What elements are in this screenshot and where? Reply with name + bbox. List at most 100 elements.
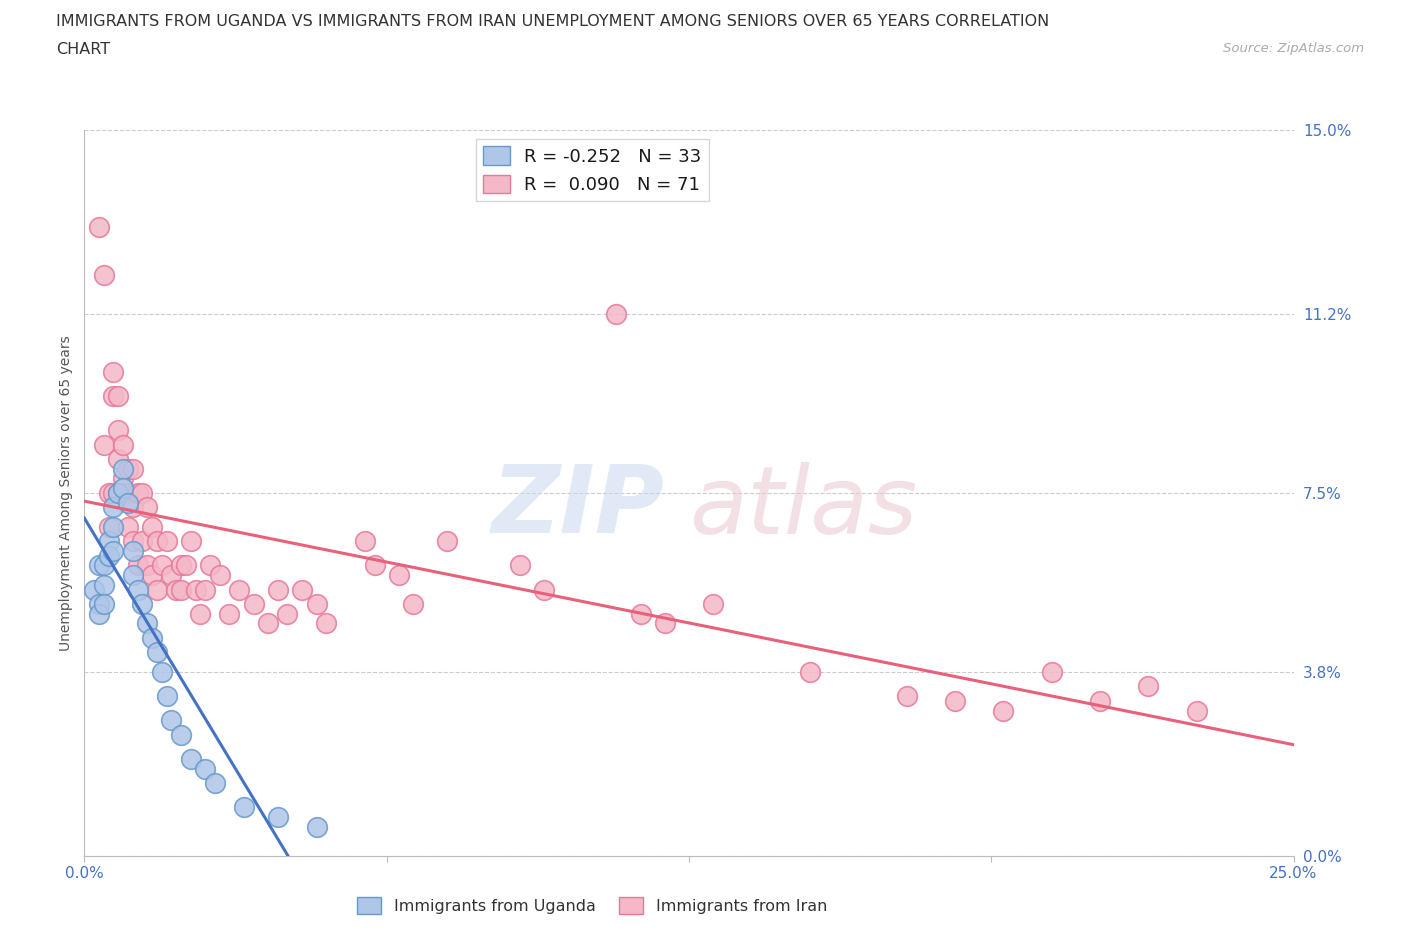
Text: ZIP: ZIP — [492, 461, 665, 553]
Point — [107, 452, 129, 467]
Point — [943, 694, 966, 709]
Point — [87, 558, 110, 573]
Point — [103, 519, 125, 534]
Point — [103, 365, 125, 379]
Point — [112, 461, 135, 476]
Point — [112, 481, 135, 496]
Point — [198, 558, 221, 573]
Point — [112, 471, 135, 485]
Text: Source: ZipAtlas.com: Source: ZipAtlas.com — [1223, 42, 1364, 55]
Point — [136, 500, 159, 515]
Point — [136, 616, 159, 631]
Point — [117, 485, 139, 500]
Point — [174, 558, 197, 573]
Text: IMMIGRANTS FROM UGANDA VS IMMIGRANTS FROM IRAN UNEMPLOYMENT AMONG SENIORS OVER 6: IMMIGRANTS FROM UGANDA VS IMMIGRANTS FRO… — [56, 14, 1049, 29]
Point — [97, 534, 120, 549]
Point — [799, 664, 821, 679]
Point — [87, 606, 110, 621]
Point — [121, 461, 143, 476]
Point — [305, 597, 328, 612]
Point — [103, 485, 125, 500]
Point — [150, 664, 173, 679]
Point — [160, 712, 183, 727]
Text: atlas: atlas — [689, 462, 917, 553]
Point — [233, 800, 256, 815]
Point — [87, 597, 110, 612]
Point — [208, 567, 231, 582]
Point — [218, 606, 240, 621]
Point — [228, 582, 250, 597]
Point — [315, 616, 337, 631]
Point — [155, 688, 177, 703]
Point — [131, 597, 153, 612]
Point — [103, 500, 125, 515]
Point — [363, 558, 385, 573]
Point — [388, 567, 411, 582]
Point — [276, 606, 298, 621]
Point — [141, 519, 163, 534]
Point — [896, 688, 918, 703]
Point — [180, 751, 202, 766]
Point — [141, 631, 163, 645]
Point — [127, 582, 149, 597]
Point — [121, 500, 143, 515]
Point — [97, 519, 120, 534]
Point — [103, 389, 125, 404]
Point — [121, 534, 143, 549]
Point — [170, 727, 193, 742]
Point — [117, 519, 139, 534]
Point — [97, 549, 120, 564]
Point — [1185, 703, 1208, 718]
Point — [509, 558, 531, 573]
Point — [160, 567, 183, 582]
Point — [117, 461, 139, 476]
Point — [702, 597, 724, 612]
Point — [1088, 694, 1111, 709]
Point — [93, 558, 115, 573]
Point — [267, 809, 290, 824]
Point — [107, 485, 129, 500]
Point — [93, 578, 115, 592]
Point — [127, 485, 149, 500]
Point — [107, 389, 129, 404]
Point — [107, 485, 129, 500]
Point — [93, 437, 115, 452]
Point — [121, 543, 143, 558]
Point — [1137, 679, 1160, 694]
Point — [127, 558, 149, 573]
Point — [117, 495, 139, 510]
Point — [170, 582, 193, 597]
Point — [305, 819, 328, 834]
Point — [112, 437, 135, 452]
Point — [146, 534, 169, 549]
Text: CHART: CHART — [56, 42, 110, 57]
Point — [242, 597, 264, 612]
Point — [190, 606, 212, 621]
Point — [107, 422, 129, 437]
Point — [436, 534, 458, 549]
Point — [291, 582, 314, 597]
Point — [194, 582, 217, 597]
Point — [354, 534, 377, 549]
Point — [131, 534, 153, 549]
Legend: Immigrants from Uganda, Immigrants from Iran: Immigrants from Uganda, Immigrants from … — [350, 891, 834, 920]
Point — [267, 582, 290, 597]
Point — [155, 534, 177, 549]
Y-axis label: Unemployment Among Seniors over 65 years: Unemployment Among Seniors over 65 years — [59, 335, 73, 651]
Point — [402, 597, 425, 612]
Point — [83, 582, 105, 597]
Point — [141, 567, 163, 582]
Point — [630, 606, 652, 621]
Point — [533, 582, 555, 597]
Point — [131, 485, 153, 500]
Point — [993, 703, 1015, 718]
Point — [136, 558, 159, 573]
Point — [654, 616, 676, 631]
Point — [204, 776, 226, 790]
Point — [150, 558, 173, 573]
Point — [103, 543, 125, 558]
Point — [1040, 664, 1063, 679]
Point — [184, 582, 207, 597]
Point — [605, 307, 627, 322]
Point — [121, 567, 143, 582]
